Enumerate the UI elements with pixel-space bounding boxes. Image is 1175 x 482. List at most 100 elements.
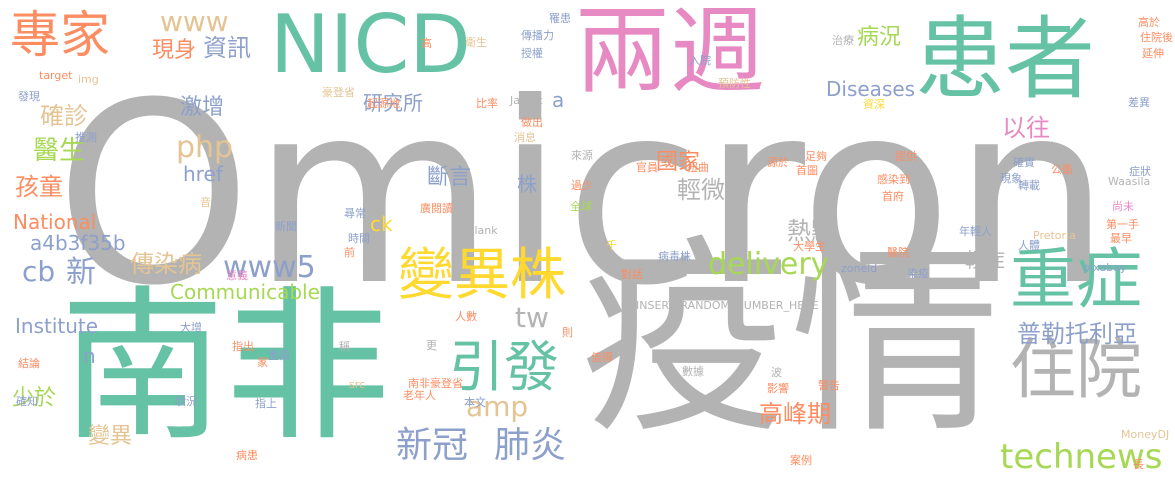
word-58: 傳播力	[521, 29, 554, 42]
word-15: www5	[223, 250, 316, 285]
word-81: 公衛	[1051, 163, 1073, 176]
word-82: 症狀	[1129, 165, 1151, 178]
word-48: 高峰期	[759, 400, 831, 428]
word-30: 輕微	[677, 176, 725, 204]
word-90: 全球	[570, 200, 592, 213]
word-77: 足夠	[805, 150, 827, 163]
word-130: 老年人	[403, 389, 436, 402]
word-25: Diseases	[826, 77, 916, 101]
word-93: 年輕人	[959, 225, 992, 238]
word-22: 確診	[40, 102, 88, 130]
word-112: INSERT_RANDOM_NUMBER_HERE	[636, 299, 819, 312]
word-126: 影響	[767, 382, 789, 395]
word-138: 長	[1133, 458, 1144, 471]
word-120: 重讀	[268, 349, 290, 362]
word-50: a	[552, 88, 565, 112]
word-111: 對話	[621, 268, 643, 281]
word-134: 指上	[255, 397, 277, 410]
word-78: 首圖	[796, 164, 818, 177]
word-44: Institute	[15, 314, 99, 338]
word-67: img	[78, 73, 99, 86]
word-139: 音	[200, 196, 211, 209]
word-102: 大學生	[793, 240, 826, 253]
word-73: 資深	[863, 98, 885, 111]
word-32: 株	[517, 172, 537, 196]
word-71: 消息	[514, 131, 536, 144]
word-123: 值得	[591, 351, 613, 364]
word-136: 案例	[790, 454, 812, 467]
word-69: 推測	[75, 131, 97, 144]
word-115: 人數	[455, 310, 477, 323]
word-89: 過少	[571, 179, 593, 192]
word-51: 比率	[476, 97, 498, 110]
word-83: 現象	[1000, 172, 1022, 185]
word-132: 確知	[16, 395, 38, 408]
word-122: 則	[562, 326, 573, 339]
word-0: Omicron	[55, 49, 1111, 340]
word-96: 尋常	[344, 207, 366, 220]
word-8: 重症	[1010, 241, 1142, 318]
word-11: 新冠	[396, 425, 469, 466]
word-106: 人體	[1018, 239, 1040, 252]
word-55: 預防性	[718, 77, 751, 90]
word-52: Jassat	[510, 94, 543, 107]
word-70: 做出	[521, 116, 543, 129]
word-97: _blank	[462, 224, 498, 237]
word-61: 高	[421, 37, 432, 50]
word-116: 更	[426, 339, 437, 352]
word-13: technews	[1000, 437, 1163, 477]
word-7: 變異株	[398, 243, 566, 308]
word-79: 提供	[895, 150, 917, 163]
word-9: 住院	[1010, 331, 1142, 408]
word-127: 警告	[818, 379, 840, 392]
word-98: 新聞	[275, 220, 297, 233]
word-103: 病毒株	[658, 250, 691, 263]
word-28: 孩童	[15, 173, 63, 201]
word-68: 發現	[18, 90, 40, 103]
word-54: 豪登省	[322, 86, 355, 99]
word-4: 患者	[915, 7, 1095, 112]
word-135: 病患	[236, 449, 258, 462]
word-80: 確實	[1013, 156, 1035, 169]
word-23: 激增	[180, 95, 225, 120]
word-62: 衛生	[465, 36, 487, 49]
word-57: 治療	[832, 34, 854, 47]
word-118: 指出	[232, 340, 254, 353]
word-94: 第一手	[1106, 218, 1139, 231]
word-101: 千	[606, 239, 617, 252]
word-75: 扭曲	[687, 161, 709, 174]
word-129: 南非豪登省	[408, 377, 463, 390]
word-124: 數據	[682, 365, 704, 378]
word-72: 差異	[1128, 96, 1150, 109]
word-35: a4b3f35b	[30, 231, 126, 255]
word-3: 兩週	[575, 0, 766, 107]
word-63: 高於	[1138, 16, 1160, 29]
word-6: 專家	[10, 6, 110, 64]
word-40: 傳染病	[130, 250, 202, 278]
word-87: Waasila	[1108, 175, 1151, 188]
word-110: 染疫	[907, 267, 929, 280]
word-49: 變異	[88, 424, 133, 449]
word-1: 南非	[60, 271, 390, 463]
word-53: 起源地	[367, 97, 400, 110]
word-114: 大增	[180, 321, 202, 334]
word-100: 前	[344, 246, 355, 259]
word-18: www	[160, 5, 229, 38]
word-43: 輕症	[965, 248, 1005, 272]
word-133: 狀況	[175, 395, 197, 408]
word-85: 感染到	[877, 173, 910, 186]
word-121: 家	[257, 356, 268, 369]
word-2: 疫情	[580, 217, 1001, 462]
word-56: 入院	[689, 54, 711, 67]
word-46: 普勒托利亞	[1017, 320, 1137, 348]
word-119: 結論	[18, 357, 40, 370]
word-12: 肺炎	[494, 425, 567, 466]
word-21: 病況	[857, 25, 902, 50]
word-88: 來源	[571, 149, 593, 162]
word-26: 以往	[1002, 114, 1050, 142]
word-60: 罹患	[549, 12, 571, 25]
word-92: 尚未	[1112, 200, 1134, 213]
word-10: 引發	[449, 335, 560, 399]
word-66: target	[39, 69, 73, 82]
